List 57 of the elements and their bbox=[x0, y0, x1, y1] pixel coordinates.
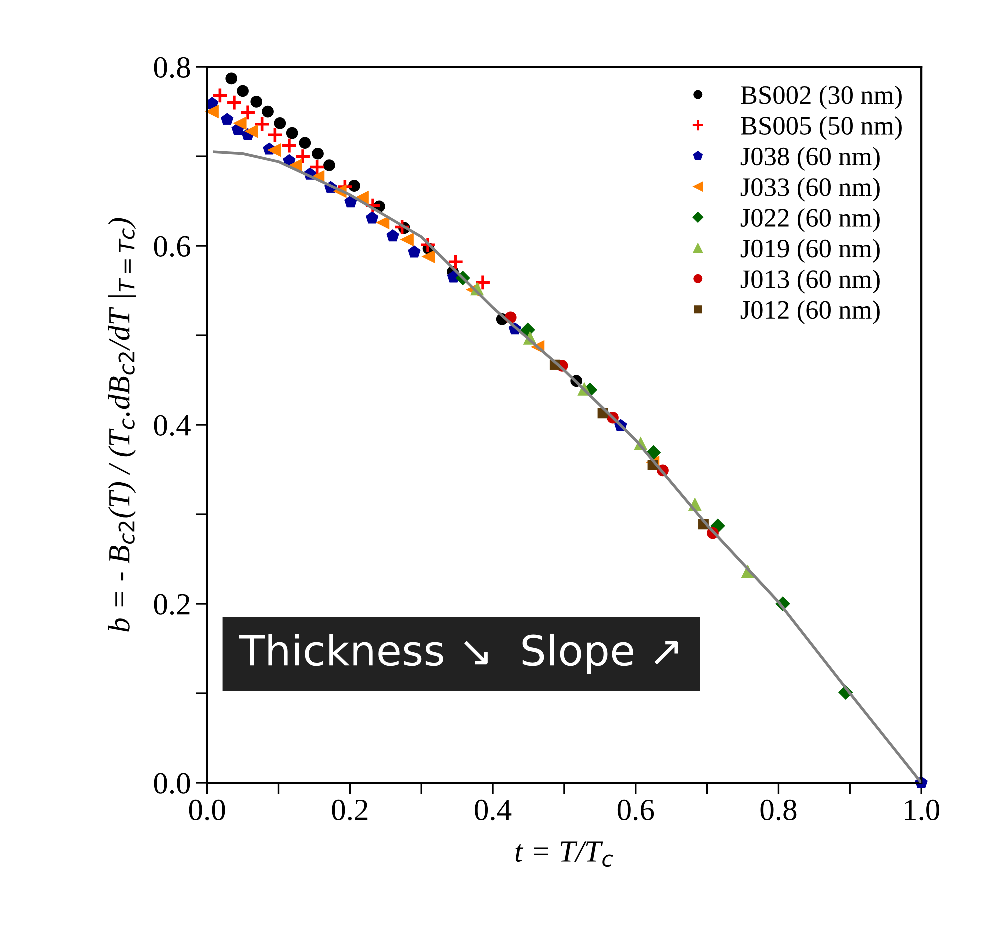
point bbox=[376, 216, 390, 230]
legend-label: BS005 (50 nm) bbox=[741, 116, 902, 140]
legend-label: J038 (60 nm) bbox=[740, 147, 880, 172]
x-tick-label: 0.4 bbox=[475, 800, 512, 821]
point bbox=[226, 72, 238, 85]
point bbox=[299, 137, 312, 150]
point bbox=[408, 246, 421, 258]
point bbox=[254, 116, 271, 133]
legend-label: BS002 (30 nm) bbox=[741, 86, 902, 110]
legend-label: J013 (60 nm) bbox=[740, 270, 880, 294]
x-tick-label: 0.0 bbox=[189, 800, 226, 821]
point bbox=[250, 96, 263, 108]
point bbox=[221, 113, 234, 126]
point bbox=[356, 191, 369, 204]
point bbox=[308, 158, 326, 176]
y-tick-label: 0.0 bbox=[154, 773, 190, 794]
point bbox=[286, 127, 298, 140]
point bbox=[344, 196, 358, 208]
point bbox=[206, 105, 219, 118]
point bbox=[294, 148, 312, 165]
point bbox=[262, 106, 274, 118]
legend-label: J019 (60 nm) bbox=[740, 239, 880, 264]
point bbox=[366, 212, 379, 224]
point bbox=[240, 104, 256, 122]
point bbox=[268, 144, 282, 157]
point bbox=[312, 148, 324, 160]
x-tick-label: 0.8 bbox=[760, 800, 797, 821]
point bbox=[348, 180, 360, 192]
x-tick-label: 0.2 bbox=[332, 800, 368, 821]
point bbox=[474, 274, 492, 292]
point bbox=[289, 158, 302, 172]
y-tick-label: 0.4 bbox=[154, 415, 191, 436]
annotation: Thickness ↘ Slope ↗ bbox=[239, 634, 678, 674]
point bbox=[520, 322, 536, 338]
x-axis-title: t = T/T$_{c}$ bbox=[516, 842, 614, 868]
x-tick-label: 0.6 bbox=[618, 800, 654, 821]
x-tick-label: 1.0 bbox=[905, 800, 940, 821]
y-tick-label: 0.6 bbox=[154, 236, 190, 258]
point bbox=[274, 118, 286, 130]
point bbox=[245, 124, 258, 138]
point bbox=[400, 233, 414, 246]
point bbox=[422, 250, 436, 264]
text: b = - B$_{c2}$(T) / (T$_{c}$.dB$_{c2}$/dT |$_{T=Tc}$) bbox=[108, 218, 136, 632]
legend-label: J012 (60 nm) bbox=[740, 300, 880, 324]
point bbox=[212, 87, 229, 104]
point bbox=[448, 254, 464, 270]
point bbox=[237, 85, 249, 98]
point bbox=[324, 160, 336, 172]
point bbox=[266, 126, 284, 144]
point bbox=[281, 137, 298, 154]
point bbox=[234, 116, 247, 130]
y-tick-label: 0.2 bbox=[154, 594, 190, 616]
legend-label: J033 (60 nm) bbox=[740, 178, 880, 202]
point bbox=[226, 94, 243, 112]
legend-label: J022 (60 nm) bbox=[740, 208, 880, 232]
point bbox=[386, 230, 400, 242]
y-tick-label: 0.8 bbox=[154, 57, 190, 78]
